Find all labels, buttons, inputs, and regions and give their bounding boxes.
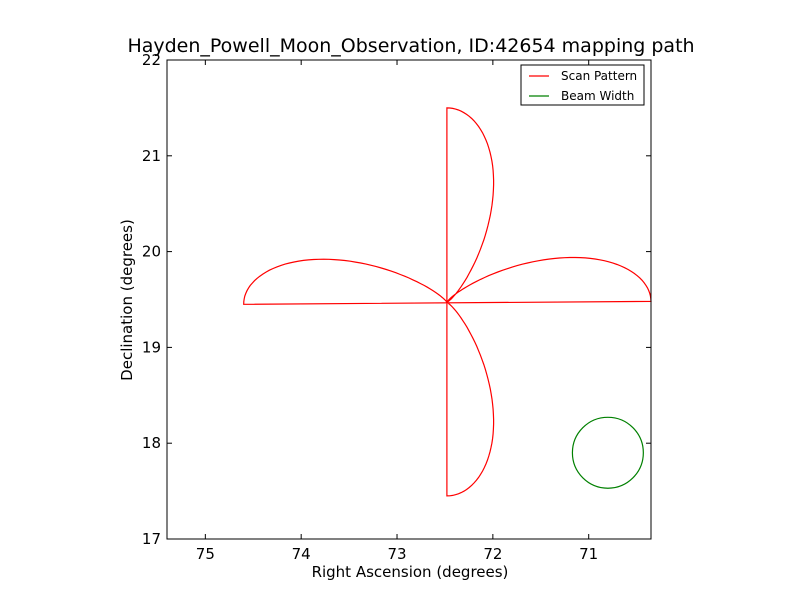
x-axis-label: Right Ascension (degrees) [312, 563, 509, 581]
y-tick-label: 22 [142, 51, 161, 69]
y-tick-label: 19 [142, 338, 161, 356]
y-tick-label: 21 [142, 147, 161, 165]
legend: Scan Pattern Beam Width [520, 64, 645, 106]
scan-pattern-line [243, 107, 652, 497]
x-tick-label: 74 [292, 545, 311, 563]
y-tick-label: 17 [142, 530, 161, 548]
y-tick-label: 20 [142, 243, 161, 261]
legend-label-beam-width: Beam Width [561, 89, 634, 103]
legend-box [520, 64, 645, 106]
plot-frame [166, 59, 652, 540]
legend-label-scan-pattern: Scan Pattern [561, 69, 637, 83]
x-tick-label: 71 [579, 545, 598, 563]
chart-title: Hayden_Powell_Moon_Observation, ID:42654… [127, 35, 694, 57]
x-tick-label: 72 [483, 545, 502, 563]
axis-ticks: 75 74 73 72 71 17 18 19 20 21 22 [142, 51, 651, 563]
plot-area [243, 107, 652, 497]
x-tick-label: 73 [387, 545, 406, 563]
x-tick-label: 75 [196, 545, 215, 563]
beam-width-circle [571, 416, 644, 489]
y-axis-label: Declination (degrees) [118, 219, 136, 381]
y-tick-label: 18 [142, 434, 161, 452]
